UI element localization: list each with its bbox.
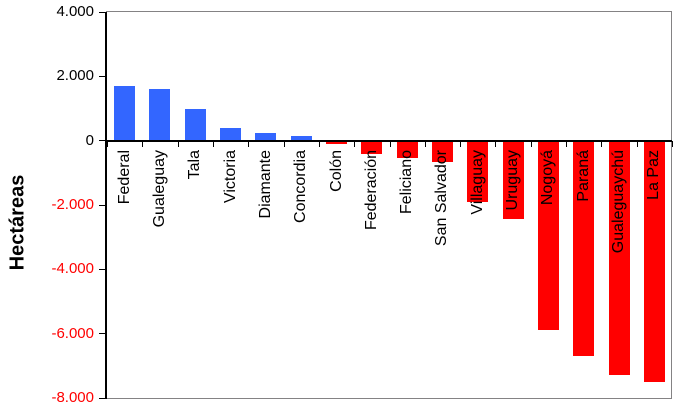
- y-tick-label: -4.000: [51, 260, 94, 278]
- category-label-concordia: Concordia: [292, 150, 310, 223]
- category-label-federacion: Federación: [362, 150, 380, 231]
- category-label-villaguay: Villaguay: [468, 150, 486, 215]
- x-axis-tick: [107, 140, 108, 147]
- bar-victoria: [220, 127, 242, 141]
- bar-san-salvador: [431, 140, 453, 162]
- bar-federal: [114, 85, 136, 141]
- x-axis-tick: [177, 140, 179, 147]
- x-axis-tick: [636, 140, 638, 147]
- x-axis-tick: [424, 140, 426, 147]
- y-axis-tick: [99, 268, 106, 270]
- category-label-uruguay: Uruguay: [504, 150, 522, 211]
- bar-gualeguay: [149, 89, 171, 141]
- x-axis-tick: [318, 140, 320, 147]
- bar-uruguay: [502, 140, 524, 220]
- x-axis-tick: [566, 140, 568, 147]
- bar-gualeguaychu: [608, 140, 630, 376]
- x-axis-tick: [283, 140, 285, 147]
- y-tick-label: -8.000: [51, 389, 94, 406]
- x-axis-tick: [672, 140, 673, 147]
- y-axis-tick: [99, 397, 106, 399]
- y-tick-label: 2.000: [56, 67, 94, 85]
- y-axis-line: [105, 12, 107, 399]
- bar-parana: [573, 140, 595, 357]
- bar-villaguay: [467, 140, 489, 202]
- x-axis-tick: [601, 140, 603, 147]
- x-axis-tick: [354, 140, 356, 147]
- bar-colon: [326, 140, 348, 144]
- x-axis-tick: [212, 140, 214, 147]
- y-axis-tick: [99, 204, 106, 206]
- category-label-colon: Colón: [327, 150, 345, 192]
- x-axis-tick: [495, 140, 497, 147]
- x-axis-tick: [248, 140, 250, 147]
- bar-federacion: [361, 140, 383, 154]
- x-axis-tick: [460, 140, 462, 147]
- category-label-tala: Tala: [186, 150, 204, 180]
- x-axis-tick: [530, 140, 532, 147]
- y-axis-tick: [99, 333, 106, 335]
- category-label-nogoya: Nogoyá: [539, 150, 557, 206]
- category-label-federal: Federal: [115, 150, 133, 205]
- y-tick-label: 0: [85, 131, 94, 149]
- bar-feliciano: [396, 140, 418, 158]
- bar-la-paz: [643, 140, 665, 382]
- y-tick-label: -6.000: [51, 324, 94, 342]
- plot-frame: [106, 11, 672, 399]
- y-axis-tick: [99, 11, 106, 13]
- x-axis-tick: [389, 140, 391, 147]
- y-tick-label: -2.000: [51, 196, 94, 213]
- bar-concordia: [290, 136, 312, 141]
- y-axis-tick: [99, 75, 106, 77]
- category-label-victoria: Victoria: [221, 150, 239, 204]
- x-axis-tick: [142, 140, 144, 147]
- y-tick-label: 4.000: [56, 3, 94, 20]
- category-label-gualeguay: Gualeguay: [150, 150, 168, 228]
- category-label-gualeguaychu: Gualeguaychú: [610, 150, 628, 254]
- category-label-san-salvador: San Salvador: [433, 150, 451, 247]
- category-label-diamante: Diamante: [256, 150, 274, 219]
- y-axis-tick: [99, 140, 106, 142]
- category-label-la-paz: La Paz: [645, 150, 663, 200]
- category-label-parana: Paraná: [574, 150, 592, 202]
- bar-diamante: [255, 133, 277, 141]
- category-label-feliciano: Feliciano: [398, 150, 416, 215]
- bar-nogoya: [537, 140, 559, 331]
- bar-tala: [184, 108, 206, 141]
